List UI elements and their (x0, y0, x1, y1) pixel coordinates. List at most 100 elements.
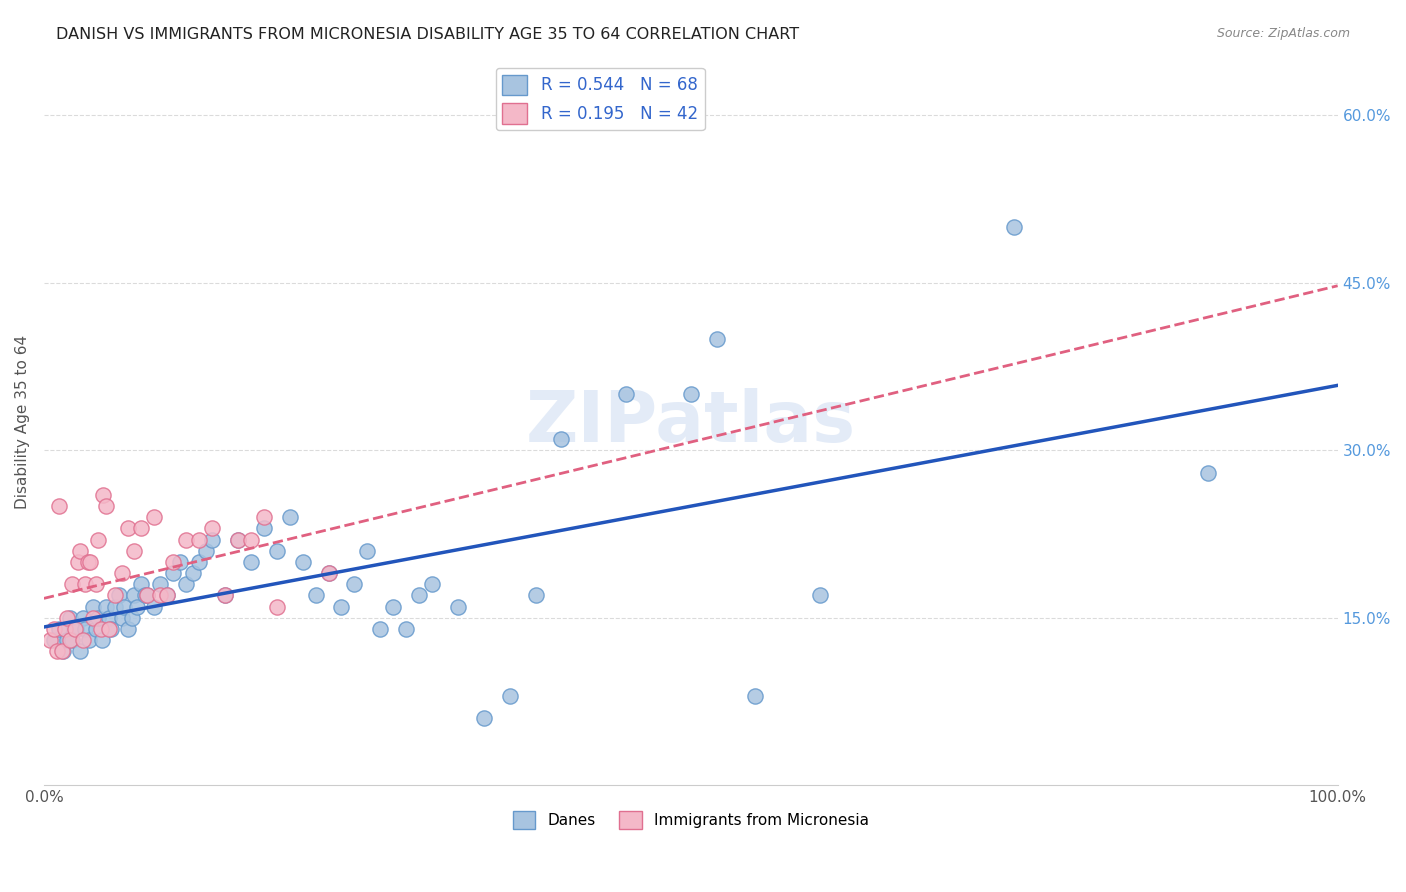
Point (136, 588, 159, 602)
Point (136, 588, 159, 602)
Point (744, 689, 766, 703)
Point (356, 543, 378, 558)
Point (194, 543, 217, 558)
Point (149, 588, 172, 602)
Point (59, 632, 82, 647)
Point (100, 622, 122, 636)
Point (318, 566, 340, 580)
Point (97, 610, 120, 624)
Point (108, 588, 131, 602)
Point (808, 588, 831, 602)
Point (51, 644, 73, 658)
Point (253, 521, 276, 535)
Point (226, 533, 249, 547)
Point (149, 577, 172, 591)
Point (125, 599, 148, 614)
Point (706, 332, 728, 346)
Point (84, 622, 107, 636)
Point (79, 555, 101, 569)
Point (110, 566, 132, 580)
Point (614, 387, 637, 401)
Point (60, 632, 83, 647)
Point (201, 533, 224, 547)
Point (368, 622, 391, 636)
Text: ZIPatlas: ZIPatlas (526, 388, 856, 457)
Point (472, 711, 495, 725)
Point (52, 644, 75, 658)
Point (226, 533, 249, 547)
Point (239, 533, 262, 547)
Point (93, 488, 115, 502)
Point (278, 510, 301, 524)
Point (1197, 466, 1219, 480)
Point (162, 555, 184, 569)
Point (48, 499, 70, 513)
Point (84, 577, 107, 591)
Point (44, 622, 66, 636)
Point (1002, 220, 1025, 235)
Point (69, 543, 91, 558)
Point (75, 622, 97, 636)
Point (408, 588, 430, 602)
Legend: Danes, Immigrants from Micronesia: Danes, Immigrants from Micronesia (506, 805, 875, 836)
Point (201, 521, 224, 535)
Point (181, 566, 204, 580)
Point (214, 588, 236, 602)
Point (110, 610, 132, 624)
Point (498, 689, 520, 703)
Point (72, 632, 94, 647)
Text: DANISH VS IMMIGRANTS FROM MICRONESIA DISABILITY AGE 35 TO 64 CORRELATION CHART: DANISH VS IMMIGRANTS FROM MICRONESIA DIS… (56, 27, 800, 42)
Point (129, 577, 152, 591)
Point (162, 566, 184, 580)
Point (156, 588, 179, 602)
Point (550, 432, 572, 446)
Point (679, 387, 702, 401)
Point (66, 555, 89, 569)
Point (304, 588, 326, 602)
Text: Source: ZipAtlas.com: Source: ZipAtlas.com (1216, 27, 1350, 40)
Point (142, 510, 165, 524)
Point (266, 599, 288, 614)
Point (239, 555, 262, 569)
Point (63, 622, 86, 636)
Point (129, 521, 152, 535)
Point (174, 577, 197, 591)
Point (188, 533, 211, 547)
Point (44, 632, 66, 647)
Point (420, 577, 443, 591)
Point (56, 632, 79, 647)
Y-axis label: Disability Age 35 to 64: Disability Age 35 to 64 (15, 335, 30, 509)
Point (343, 577, 366, 591)
Point (124, 543, 146, 558)
Point (87, 533, 110, 547)
Point (447, 599, 470, 614)
Point (253, 510, 276, 524)
Point (87, 610, 110, 624)
Point (97, 622, 120, 636)
Point (318, 566, 340, 580)
Point (39, 632, 62, 647)
Point (65, 622, 87, 636)
Point (60, 577, 83, 591)
Point (188, 555, 211, 569)
Point (142, 599, 165, 614)
Point (291, 555, 314, 569)
Point (214, 588, 236, 602)
Point (266, 543, 288, 558)
Point (69, 644, 91, 658)
Point (124, 588, 146, 602)
Point (395, 622, 418, 636)
Point (174, 533, 197, 547)
Point (121, 610, 143, 624)
Point (48, 622, 70, 636)
Point (382, 599, 405, 614)
Point (524, 588, 547, 602)
Point (117, 622, 139, 636)
Point (156, 588, 179, 602)
Point (104, 588, 127, 602)
Point (330, 599, 353, 614)
Point (53, 622, 76, 636)
Point (45, 644, 67, 658)
Point (82, 610, 104, 624)
Point (75, 577, 97, 591)
